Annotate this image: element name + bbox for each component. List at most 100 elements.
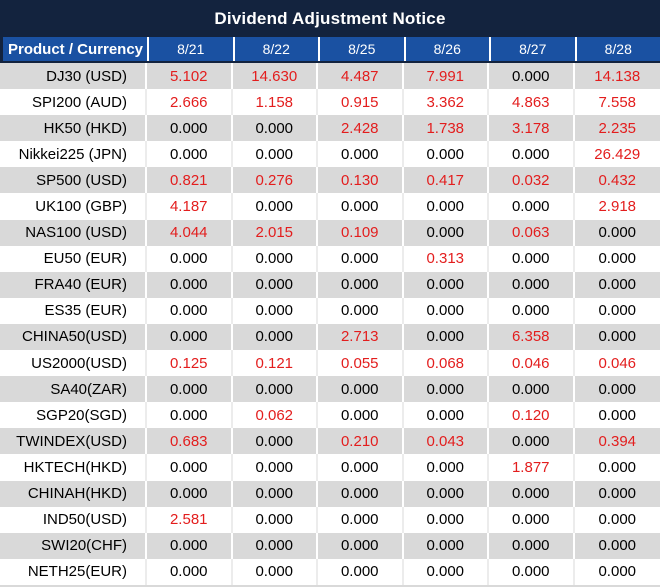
value-cell: 0.121 [233,350,318,377]
table-row: DJ30 (USD) 5.102 14.630 4.487 7.991 0.000 14.1… [0,63,660,90]
value-cell: 0.000 [318,480,404,507]
table-row: SWI20(CHF) 0.000 0.000 0.000 0.000 0.000 0.000 [0,532,660,559]
value-cell: 0.210 [318,428,404,455]
value-cell: 3.178 [489,115,575,142]
header-date-cell: 8/28 [574,37,660,61]
table-row: SP500 (USD) 0.821 0.276 0.130 0.417 0.032 0.43… [0,167,660,194]
value-cell: 14.138 [594,67,641,85]
value-cell: 0.055 [318,350,404,377]
table-row: SPI200 (AUD) 2.666 1.158 0.915 3.362 4.863 7.5… [0,89,660,116]
value-cell: 0.000 [233,532,318,559]
header-product-currency: Product / Currency [8,40,144,58]
value-cell: 2.581 [147,506,233,533]
value-cell: 0.276 [233,167,318,194]
value-cell: 0.043 [404,428,489,455]
table-row: HK50 (HKD) 0.000 0.000 2.428 1.738 3.178 2.235 [0,115,660,142]
value-cell: 0.000 [318,141,404,168]
value-cell: 0.000 [598,485,637,503]
value-cell: 0.000 [489,271,575,298]
value-cell: 0.000 [318,454,404,481]
value-cell: 0.000 [404,219,489,246]
product-cell: Nikkei225 (JPN) [0,141,147,168]
value-cell: 0.000 [489,193,575,220]
product-cell: CHINA50(USD) [0,323,147,351]
value-cell: 0.000 [489,506,575,533]
value-cell: 0.000 [147,454,233,481]
value-cell: 0.125 [147,350,233,377]
value-cell: 0.000 [489,245,575,272]
value-cell: 0.000 [147,245,233,272]
value-cell: 0.000 [233,297,318,324]
value-cell: 5.102 [147,63,233,90]
value-cell: 0.000 [233,323,318,351]
value-cell: 0.000 [598,511,637,529]
table-row: CHINA50(USD) 0.000 0.000 2.713 0.000 6.358 0.0… [0,323,660,351]
product-cell: HKTECH(HKD) [0,454,147,481]
table-row: NETH25(EUR) 0.000 0.000 0.000 0.000 0.000 0.00… [0,558,660,585]
value-cell: 0.000 [318,193,404,220]
value-cell: 0.000 [489,63,575,90]
header-date-cell: 8/21 [147,37,233,61]
value-cell: 0.000 [318,297,404,324]
page-title: Dividend Adjustment Notice [214,8,446,28]
value-cell: 0.000 [489,376,575,403]
value-cell: 0.000 [598,458,637,476]
table-row: HKTECH(HKD) 0.000 0.000 0.000 0.000 1.877 0.00… [0,454,660,481]
value-cell: 0.130 [318,167,404,194]
value-cell: 0.000 [233,193,318,220]
value-cell: 0.000 [147,115,233,142]
value-cell: 0.000 [489,297,575,324]
value-cell: 4.044 [147,219,233,246]
value-cell: 0.000 [318,376,404,403]
value-cell: 0.000 [233,376,318,403]
table-row: SA40(ZAR) 0.000 0.000 0.000 0.000 0.000 0.000 [0,376,660,403]
value-cell: 0.000 [598,563,637,581]
value-cell: 0.000 [404,532,489,559]
product-cell: DJ30 (USD) [0,63,147,90]
product-cell: FRA40 (EUR) [0,271,147,298]
value-cell: 0.063 [489,219,575,246]
value-cell: 0.000 [598,537,637,555]
value-cell: 7.991 [404,63,489,90]
product-cell: CHINAH(HKD) [0,480,147,507]
value-cell: 0.000 [233,480,318,507]
product-cell: NAS100 (USD) [0,219,147,246]
product-cell: SGP20(SGD) [0,402,147,429]
value-cell: 4.187 [147,193,233,220]
table-row: ES35 (EUR) 0.000 0.000 0.000 0.000 0.000 0.000 [0,297,660,324]
value-cell: 1.877 [489,454,575,481]
table-body: DJ30 (USD) 5.102 14.630 4.487 7.991 0.000 14.1… [0,63,660,587]
value-cell: 0.000 [147,402,233,429]
value-cell: 0.000 [598,302,637,320]
table-row: FRA40 (EUR) 0.000 0.000 0.000 0.000 0.000 0.00… [0,271,660,298]
value-cell: 0.432 [598,171,637,189]
value-cell: 0.109 [318,219,404,246]
table-row: US2000(USD) 0.125 0.121 0.055 0.068 0.046 0.04… [0,350,660,377]
value-cell: 0.062 [233,402,318,429]
value-cell: 0.000 [489,428,575,455]
value-cell: 0.046 [598,354,637,372]
value-cell: 0.000 [147,271,233,298]
header-date-cell: 8/27 [489,37,575,61]
product-cell: US2000(USD) [0,350,147,377]
table-row: EU50 (EUR) 0.000 0.000 0.000 0.313 0.000 0.000 [0,245,660,272]
value-cell: 0.000 [318,558,404,585]
product-cell: TWINDEX(USD) [0,428,147,455]
value-cell: 2.428 [318,115,404,142]
value-cell: 2.666 [147,89,233,116]
value-cell: 4.487 [318,63,404,90]
value-cell: 0.000 [404,323,489,351]
value-cell: 0.000 [404,193,489,220]
value-cell: 0.000 [598,380,637,398]
header-date-cell: 8/26 [403,37,490,61]
value-cell: 0.915 [318,89,404,116]
value-cell: 6.358 [489,323,575,351]
product-cell: NETH25(EUR) [0,558,147,585]
value-cell: 0.000 [598,224,637,242]
product-cell: IND50(USD) [0,506,147,533]
value-cell: 0.000 [233,558,318,585]
value-cell: 0.000 [147,558,233,585]
value-cell: 0.000 [233,271,318,298]
value-cell: 0.000 [404,297,489,324]
value-cell: 0.000 [233,245,318,272]
